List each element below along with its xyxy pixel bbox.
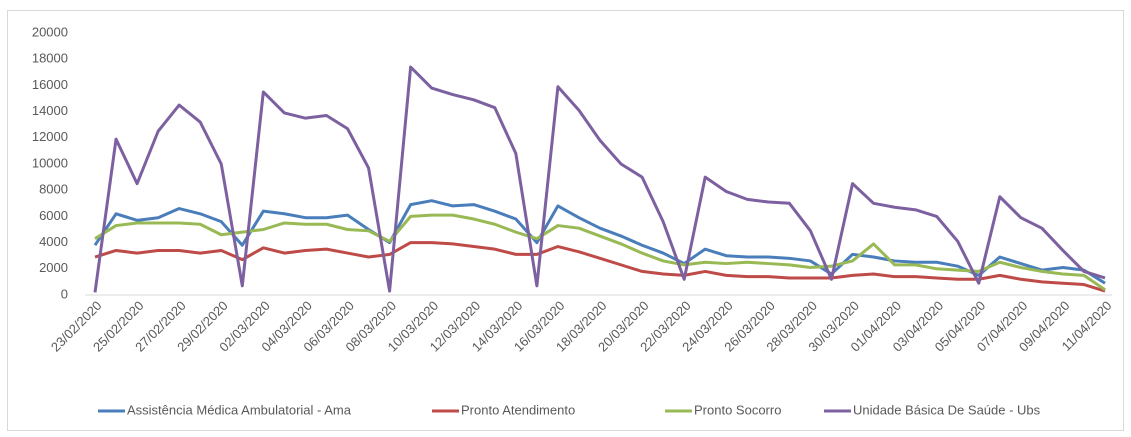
y-tick-label: 16000 <box>32 77 68 92</box>
series-line <box>94 213 1106 291</box>
y-tick-label: 6000 <box>39 208 68 223</box>
series-line <box>94 241 1106 293</box>
y-tick-label: 14000 <box>32 103 68 118</box>
legend-label: Pronto Atendimento <box>461 402 575 417</box>
y-tick-label: 8000 <box>39 182 68 197</box>
y-tick-label: 12000 <box>32 129 68 144</box>
legend-label: Assistência Médica Ambulatorial - Ama <box>127 402 352 417</box>
legend-label: Unidade Básica De Saúde - Ubs <box>853 402 1041 417</box>
y-tick-label: 18000 <box>32 51 68 66</box>
y-tick-label: 0 <box>61 286 68 301</box>
series-line <box>93 65 1106 293</box>
y-tick-label: 4000 <box>39 234 68 249</box>
y-tick-label: 20000 <box>32 24 68 39</box>
chart-border <box>7 10 1124 431</box>
y-tick-label: 2000 <box>39 260 68 275</box>
series-line <box>93 199 1106 285</box>
y-tick-label: 10000 <box>32 155 68 170</box>
legend-label: Pronto Socorro <box>694 402 781 417</box>
